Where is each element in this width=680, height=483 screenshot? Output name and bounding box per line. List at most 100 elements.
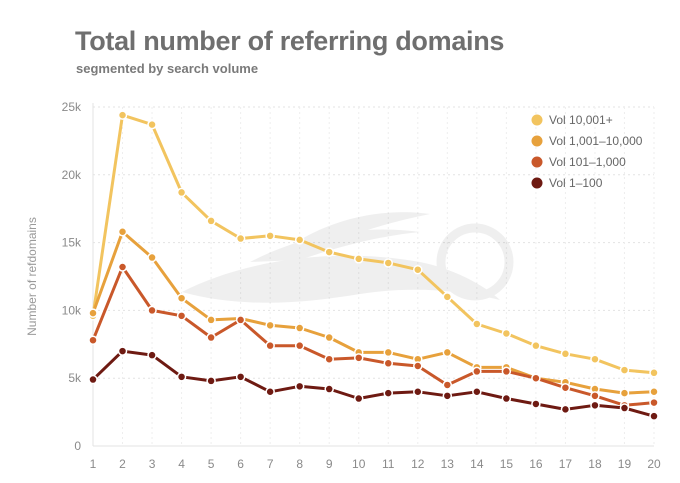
x-tick-label: 3 [149, 457, 156, 471]
legend-item: Vol 101–1,000 [531, 155, 626, 169]
data-point [383, 347, 394, 358]
data-point [176, 372, 187, 382]
data-point [442, 380, 453, 390]
data-point [472, 387, 482, 397]
series-group [88, 110, 659, 421]
data-point [619, 388, 630, 398]
legend-label: Vol 101–1,000 [549, 155, 626, 169]
watermark-logo [182, 212, 514, 303]
legend-item: Vol 1–100 [531, 176, 603, 190]
data-point [147, 350, 157, 360]
watermark-flame-part [300, 212, 430, 240]
data-point [531, 373, 541, 383]
data-point [88, 308, 98, 318]
x-tick-label: 13 [441, 457, 455, 471]
x-tick-label: 6 [237, 457, 244, 471]
data-point [383, 258, 394, 268]
y-tick-label: 5k [68, 371, 82, 385]
legend-label: Vol 1,001–10,000 [549, 134, 643, 148]
legend-marker [531, 177, 543, 189]
x-tick-label: 17 [559, 457, 573, 471]
data-point [294, 381, 305, 392]
data-point [649, 411, 659, 421]
data-point [206, 315, 216, 325]
x-tick-label: 2 [119, 457, 126, 471]
data-point [265, 387, 275, 397]
x-tick-label: 12 [411, 457, 425, 471]
data-point [206, 216, 216, 226]
watermark-flame-part [250, 229, 420, 262]
x-tick-label: 8 [296, 457, 303, 471]
x-tick-label: 9 [326, 457, 333, 471]
y-tick-label: 25k [62, 100, 82, 114]
data-point [265, 340, 275, 351]
x-tick-label: 18 [588, 457, 602, 471]
x-tick-label: 14 [470, 457, 484, 471]
y-tick-label: 20k [62, 168, 82, 182]
data-point [383, 358, 394, 369]
data-point [117, 227, 128, 237]
data-point [265, 320, 275, 331]
watermark-ring [436, 223, 514, 301]
legend-marker [531, 114, 543, 126]
data-point [413, 387, 423, 397]
data-point [560, 349, 571, 359]
data-point [560, 404, 571, 415]
series-line [91, 230, 656, 395]
data-point [353, 353, 364, 363]
data-point [590, 391, 600, 401]
data-point [235, 315, 246, 325]
data-point [590, 400, 600, 411]
x-tick-label: 15 [500, 457, 514, 471]
data-point [501, 393, 512, 404]
legend: Vol 10,001+ Vol 1,001–10,000 Vol 101–1,000… [531, 113, 643, 190]
series-line [91, 113, 656, 375]
data-point [294, 323, 305, 333]
data-point [531, 399, 541, 409]
data-point [117, 346, 128, 356]
series-line [91, 349, 656, 418]
data-point [353, 393, 364, 404]
data-point [619, 403, 630, 413]
data-point [472, 319, 482, 329]
data-point [117, 110, 128, 120]
data-point [176, 293, 187, 303]
data-point [442, 347, 453, 358]
watermark-flame-icon [182, 212, 514, 303]
series-line [91, 265, 656, 407]
data-point [353, 254, 364, 264]
x-tick-label: 19 [618, 457, 632, 471]
x-tick-label: 5 [208, 457, 215, 471]
data-point [88, 374, 98, 385]
data-point [324, 384, 334, 394]
x-tick-label: 7 [267, 457, 274, 471]
series-1 [88, 110, 659, 378]
data-point [147, 252, 157, 263]
data-point [176, 311, 187, 321]
data-point [206, 332, 216, 343]
data-point [147, 119, 157, 130]
y-tick-label: 15k [62, 236, 82, 250]
data-point [88, 335, 98, 345]
legend-label: Vol 10,001+ [549, 113, 613, 127]
data-point [206, 376, 216, 386]
x-tick-label: 11 [382, 457, 395, 471]
data-point [649, 368, 659, 378]
legend-marker [531, 156, 543, 168]
series-4 [88, 346, 659, 421]
data-point [117, 262, 128, 272]
data-point [501, 366, 512, 377]
x-tick-label: 16 [529, 457, 543, 471]
data-point [324, 332, 334, 343]
data-point [235, 233, 246, 244]
data-point [294, 340, 305, 351]
data-point [324, 247, 334, 257]
x-tick-label: 10 [352, 457, 366, 471]
data-point [619, 365, 630, 375]
legend-item: Vol 10,001+ [531, 113, 613, 127]
x-tick-label: 1 [90, 457, 97, 471]
data-point [294, 235, 305, 245]
